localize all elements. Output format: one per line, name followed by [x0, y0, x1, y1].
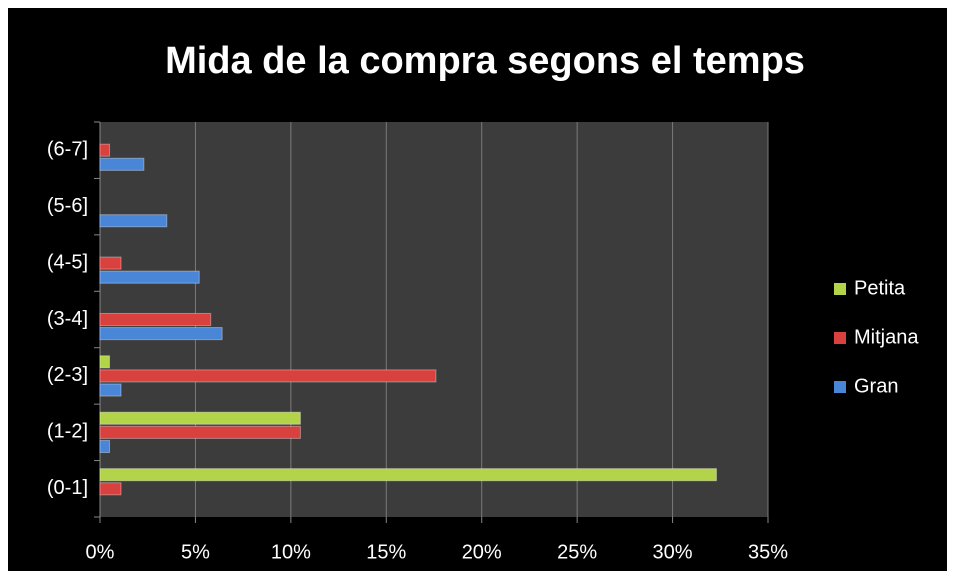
y-tick-label: (6-7]: [47, 138, 88, 160]
bar: [99, 425, 301, 439]
y-tick-label: (1-2]: [47, 421, 88, 443]
legend-swatch: [834, 332, 846, 344]
y-tick-label: (2-3]: [47, 364, 88, 386]
x-tick-label: 35%: [748, 541, 788, 563]
bar: [99, 383, 122, 397]
x-tick-label: 25%: [557, 541, 597, 563]
chart-title: Mida de la compra segons el temps: [165, 40, 805, 82]
y-tick-label: (5-6]: [47, 195, 88, 217]
bar: [99, 270, 200, 284]
plot-area: [100, 122, 768, 517]
y-tick-label: (4-5]: [47, 251, 88, 273]
bar: [99, 369, 437, 383]
legend-label: Mitjana: [854, 326, 919, 348]
bar: [99, 157, 145, 171]
x-tick-label: 30%: [653, 541, 693, 563]
x-tick-label: 0%: [86, 541, 115, 563]
bar: [99, 214, 168, 228]
bar: [99, 439, 111, 454]
legend-label: Gran: [854, 375, 898, 397]
bar: [99, 482, 122, 496]
legend-label: Petita: [854, 277, 906, 299]
bar: [99, 411, 301, 425]
x-tick-label: 10%: [271, 541, 311, 563]
y-tick-label: (0-1]: [47, 477, 88, 499]
bar: [99, 468, 717, 482]
bar: [99, 327, 223, 341]
bar: [99, 312, 212, 327]
x-tick-label: 15%: [366, 541, 406, 563]
bar: [99, 355, 111, 369]
bar: [99, 256, 122, 270]
y-tick-label: (3-4]: [47, 308, 88, 330]
legend-swatch: [834, 283, 846, 295]
x-tick-label: 20%: [462, 541, 502, 563]
bar: [99, 143, 111, 157]
legend-swatch: [834, 381, 846, 393]
x-tick-label: 5%: [181, 541, 210, 563]
